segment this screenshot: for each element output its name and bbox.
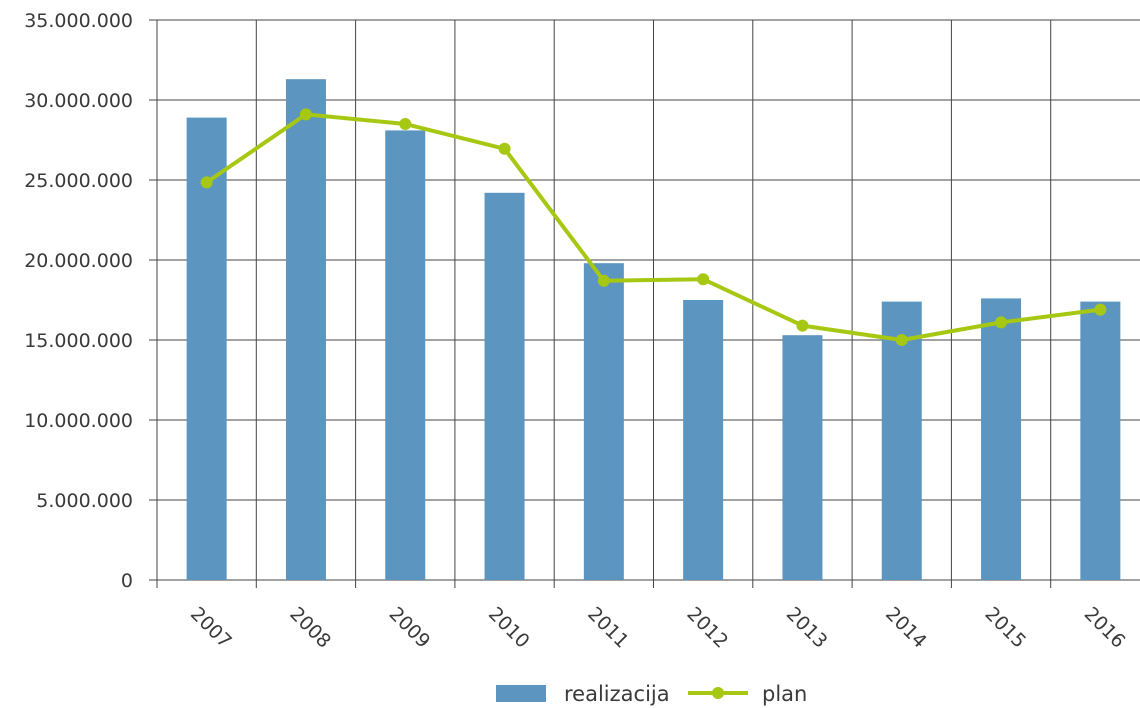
point-plan-2011 xyxy=(597,274,610,287)
point-plan-2008 xyxy=(299,108,312,121)
x-tick-label: 2008 xyxy=(285,603,335,653)
x-tick-label: 2010 xyxy=(484,603,534,653)
y-tick-label: 35.000.000 xyxy=(24,10,133,32)
bar-realizacija-2009 xyxy=(385,130,426,580)
x-tick-label: 2007 xyxy=(186,603,236,653)
y-tick-label: 10.000.000 xyxy=(24,410,133,432)
point-plan-2014 xyxy=(895,334,908,346)
bar-realizacija-2016 xyxy=(1080,301,1121,580)
point-plan-2007 xyxy=(200,176,213,189)
bar-realizacija-2015 xyxy=(981,298,1022,580)
x-tick-label: 2011 xyxy=(583,603,633,653)
point-plan-2009 xyxy=(399,118,412,130)
x-tick-label: 2013 xyxy=(782,603,832,653)
legend-label-realizacija: realizacija xyxy=(564,682,670,706)
x-tick-label: 2009 xyxy=(385,603,435,653)
y-tick-label: 20.000.000 xyxy=(24,250,133,272)
point-plan-2012 xyxy=(697,273,710,286)
bar-series-realizacija xyxy=(186,79,1121,581)
bar-realizacija-2014 xyxy=(881,301,922,580)
x-tick-label: 2015 xyxy=(980,603,1030,653)
point-plan-2015 xyxy=(995,316,1008,329)
y-tick-label: 25.000.000 xyxy=(24,170,133,192)
legend-label-plan: plan xyxy=(762,682,807,706)
bar-realizacija-2007 xyxy=(186,117,227,580)
x-tick-label: 2016 xyxy=(1080,603,1130,653)
bar-realizacija-2012 xyxy=(683,300,724,580)
point-plan-2010 xyxy=(498,142,511,155)
bar-realizacija-2013 xyxy=(782,335,823,580)
legend-swatch-plan-marker xyxy=(712,687,724,699)
x-tick-label: 2012 xyxy=(683,603,733,653)
legend-swatch-realizacija xyxy=(496,685,546,702)
point-plan-2016 xyxy=(1094,303,1107,316)
legend: realizacija plan xyxy=(496,682,807,706)
y-tick-label: 15.000.000 xyxy=(24,330,133,352)
bar-realizacija-2008 xyxy=(285,79,326,580)
y-axis-tick-labels: 0 5.000.000 10.000.000 15.000.000 20.000.000… xyxy=(24,10,133,592)
plan-line xyxy=(205,112,1101,342)
y-tick-label: 30.000.000 xyxy=(24,90,133,112)
y-tick-label: 5.000.000 xyxy=(36,490,133,512)
line-series-plan xyxy=(200,108,1107,346)
bar-realizacija-2011 xyxy=(583,263,624,580)
x-tick-label: 2014 xyxy=(881,603,931,653)
x-axis-tick-labels: 2007 2008 2009 2010 2011 2012 2013 2014 2015 2016 xyxy=(186,603,1129,653)
y-tick-label: 0 xyxy=(121,570,133,592)
point-plan-2013 xyxy=(796,319,809,332)
bar-realizacija-2010 xyxy=(484,192,525,581)
